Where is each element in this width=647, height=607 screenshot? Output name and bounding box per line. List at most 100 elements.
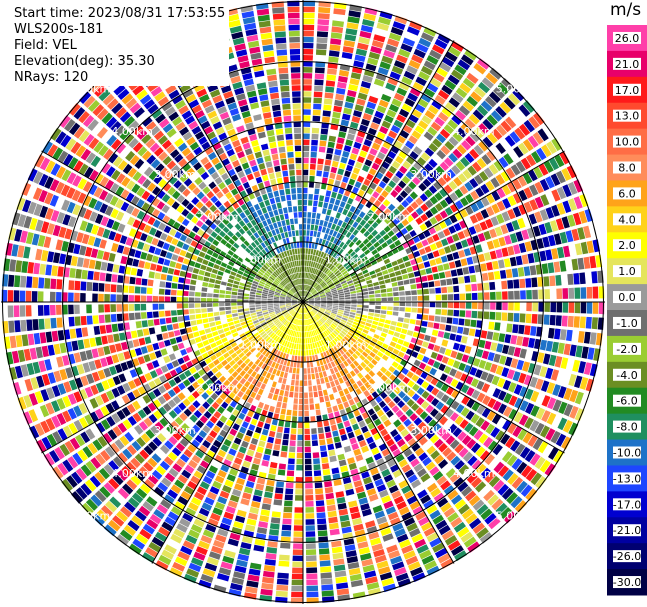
velocity-gate <box>464 49 478 61</box>
velocity-gate <box>309 273 312 279</box>
velocity-gate <box>333 105 342 113</box>
velocity-gate <box>343 289 350 293</box>
velocity-gate <box>476 348 484 358</box>
velocity-gate <box>341 250 347 257</box>
velocity-gate <box>303 278 306 284</box>
velocity-gate <box>269 529 279 536</box>
velocity-gate <box>441 339 449 347</box>
velocity-gate <box>140 312 147 319</box>
velocity-gate <box>300 307 303 314</box>
velocity-gate <box>352 253 359 260</box>
velocity-gate <box>572 359 581 372</box>
velocity-gate <box>299 307 302 313</box>
velocity-gate <box>337 206 344 214</box>
velocity-gate <box>317 19 330 26</box>
velocity-gate <box>76 232 84 243</box>
velocity-gate <box>477 292 484 300</box>
velocity-gate <box>176 303 183 309</box>
velocity-gate <box>506 222 515 233</box>
velocity-gate <box>126 479 138 491</box>
velocity-gate <box>278 331 284 337</box>
velocity-gate <box>539 209 549 221</box>
velocity-gate <box>229 325 236 330</box>
velocity-gate <box>201 392 209 400</box>
velocity-gate <box>472 358 481 367</box>
velocity-gate <box>174 351 182 359</box>
velocity-gate <box>366 526 378 534</box>
velocity-gate <box>423 288 429 295</box>
velocity-gate <box>455 334 462 343</box>
velocity-gate <box>469 148 480 160</box>
velocity-gate <box>234 323 241 328</box>
velocity-gate <box>389 103 400 113</box>
velocity-gate <box>328 50 340 57</box>
velocity-gate <box>409 500 421 511</box>
velocity-gate <box>103 464 115 476</box>
velocity-gate <box>166 274 173 282</box>
velocity-gate <box>140 232 148 242</box>
velocity-gate <box>402 376 410 384</box>
velocity-gate <box>420 213 429 222</box>
velocity-gate <box>557 246 565 259</box>
velocity-gate <box>125 237 134 246</box>
velocity-gate <box>188 404 197 413</box>
velocity-gate <box>332 321 338 327</box>
velocity-gate <box>140 287 147 294</box>
velocity-gate <box>565 230 574 243</box>
velocity-gate <box>382 405 390 413</box>
velocity-gate <box>368 493 379 502</box>
velocity-gate <box>379 61 391 70</box>
velocity-gate <box>507 346 516 356</box>
velocity-gate <box>236 477 246 486</box>
velocity-gate <box>296 331 299 338</box>
velocity-gate <box>29 347 38 360</box>
velocity-gate <box>212 331 219 337</box>
velocity-gate <box>268 310 275 313</box>
velocity-gate <box>52 431 63 444</box>
velocity-gate <box>511 476 524 489</box>
velocity-gate <box>287 307 293 310</box>
velocity-gate <box>164 544 177 555</box>
velocity-gate <box>361 425 369 434</box>
velocity-gate <box>366 334 373 341</box>
velocity-gate <box>411 307 417 313</box>
velocity-gate <box>305 483 313 489</box>
velocity-gate <box>158 341 166 349</box>
velocity-gate <box>276 481 285 488</box>
velocity-gate <box>307 306 312 310</box>
velocity-gate <box>360 332 367 338</box>
velocity-gate <box>297 325 300 332</box>
velocity-gate <box>402 385 411 394</box>
velocity-gate <box>388 550 401 559</box>
velocity-gate <box>267 298 273 301</box>
velocity-gate <box>402 124 413 134</box>
velocity-gate <box>139 528 152 540</box>
velocity-gate <box>325 190 332 197</box>
velocity-gate <box>279 316 285 321</box>
velocity-gate <box>363 139 373 147</box>
velocity-gate <box>230 342 238 348</box>
velocity-gate <box>383 362 391 369</box>
velocity-gate <box>327 388 333 395</box>
velocity-gate <box>303 308 305 314</box>
velocity-gate <box>458 276 465 284</box>
velocity-gate <box>340 520 351 528</box>
velocity-gate <box>327 141 335 148</box>
velocity-gate <box>452 148 463 159</box>
velocity-gate <box>62 292 68 302</box>
velocity-gate <box>273 356 279 363</box>
velocity-gate <box>213 293 219 298</box>
velocity-gate <box>143 417 153 428</box>
velocity-gate <box>236 382 243 390</box>
velocity-gate <box>204 357 212 365</box>
velocity-gate <box>396 424 406 433</box>
velocity-gate <box>392 217 401 225</box>
velocity-gate <box>295 483 303 489</box>
velocity-gate <box>342 439 350 447</box>
velocity-gate <box>161 549 175 560</box>
velocity-gate <box>137 386 147 396</box>
velocity-gate <box>59 253 67 265</box>
velocity-gate <box>522 337 530 347</box>
velocity-gate <box>335 416 342 424</box>
velocity-gate <box>372 374 380 382</box>
